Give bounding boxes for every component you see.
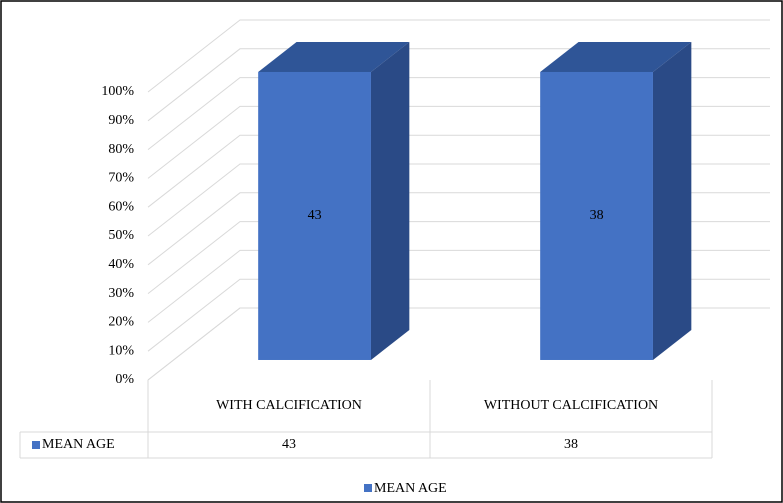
bar-front	[540, 71, 653, 360]
y-tick-label: 30%	[108, 286, 134, 301]
data-label: 38	[590, 208, 604, 223]
table-value: 38	[564, 437, 578, 452]
y-tick-label: 10%	[108, 343, 134, 358]
y-tick-label: 60%	[108, 199, 134, 214]
legend-key	[32, 441, 40, 449]
bar-side	[370, 41, 410, 360]
y-tick-label: 50%	[108, 228, 134, 243]
y-tick-label: 0%	[115, 372, 134, 387]
category-label: WITH CALCIFICATION	[216, 398, 362, 413]
grid-line	[147, 19, 770, 93]
bar-top	[258, 41, 410, 72]
legend-key	[364, 484, 372, 492]
y-tick-label: 100%	[101, 84, 134, 99]
y-tick-label: 80%	[108, 142, 134, 157]
data-label: 43	[308, 208, 322, 223]
table-series-name: MEAN AGE	[42, 437, 115, 452]
table-value: 43	[282, 437, 296, 452]
y-tick-label: 90%	[108, 113, 134, 128]
bar-side	[652, 41, 692, 360]
bar-front	[258, 71, 371, 360]
category-label: WITHOUT CALCIFICATION	[484, 398, 658, 413]
y-tick-label: 70%	[108, 171, 134, 186]
bar	[258, 41, 410, 360]
bar	[540, 41, 692, 360]
legend-label: MEAN AGE	[374, 481, 447, 496]
y-tick-label: 40%	[108, 257, 134, 272]
bar-top	[540, 41, 692, 72]
y-tick-label: 20%	[108, 315, 134, 330]
